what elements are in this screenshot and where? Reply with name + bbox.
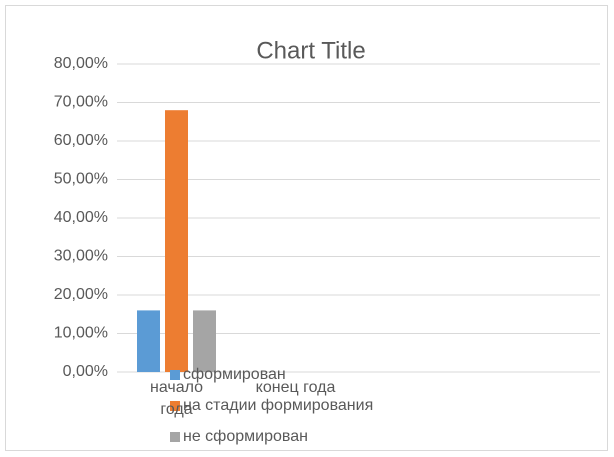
- y-tick-label: 10,00%: [54, 325, 108, 342]
- y-tick-label: 40,00%: [54, 209, 108, 226]
- y-tick-label: 20,00%: [54, 286, 108, 303]
- legend-label: на стадии формирования: [183, 397, 373, 414]
- y-tick-label: 70,00%: [54, 94, 108, 111]
- y-tick-label: 30,00%: [54, 248, 108, 265]
- x-tick-label: начало года: [149, 379, 204, 418]
- chart-title: Chart Title: [256, 37, 365, 64]
- y-tick-label: 80,00%: [54, 55, 108, 72]
- bar: [137, 310, 160, 372]
- bar: [165, 110, 188, 372]
- legend-label: не сформирован: [183, 428, 308, 445]
- chart-border: [5, 5, 608, 451]
- y-tick-label: 50,00%: [54, 171, 108, 188]
- legend-swatch: [170, 401, 180, 411]
- bar: [193, 310, 216, 372]
- y-tick-label: 60,00%: [54, 132, 108, 149]
- legend-swatch: [170, 432, 180, 442]
- legend-label: сформирован: [183, 366, 286, 383]
- legend-swatch: [170, 370, 180, 380]
- x-tick-label: конец года: [255, 379, 336, 396]
- y-tick-label: 0,00%: [63, 363, 108, 380]
